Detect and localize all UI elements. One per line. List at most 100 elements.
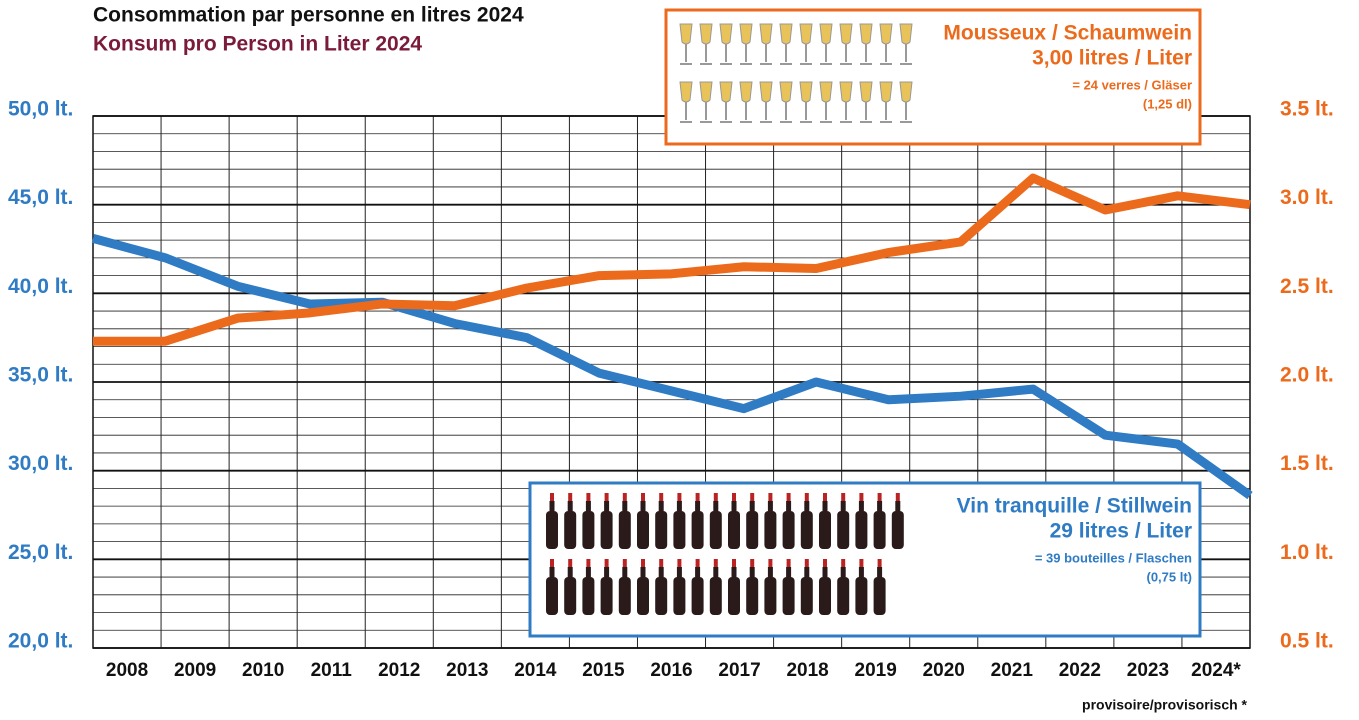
glass-stem [780,44,792,65]
glass-stem [820,44,832,65]
bottle-cap [732,493,736,501]
glass-icon [679,23,693,45]
bottle-neck [640,567,646,577]
bottle-cap [859,493,864,501]
bottle-neck [658,501,664,511]
bottle-cap [677,493,682,501]
glass-icon [779,23,793,45]
bottle-neck [658,567,664,577]
bottle-neck [858,501,864,511]
bottle-body [782,577,795,615]
bottle-body [764,577,777,615]
bottle-cap [659,493,664,501]
y-tick-label: 40,0 lt. [8,275,73,298]
x-tick-label: 2019 [855,660,897,681]
bottle-neck [567,501,573,511]
bottle-neck [549,567,555,577]
bottle-body [837,511,850,549]
glass-stem [700,44,712,65]
glass-icon [839,81,853,103]
bottle-body [673,511,686,549]
y2-tick-label: 2.0 lt. [1280,364,1334,387]
bottle-body [873,577,886,615]
info-box-unit: (0,75 lt) [1146,569,1192,584]
glass-icon [699,23,713,45]
x-tick-label: 2009 [174,660,216,681]
x-tick-label: 2011 [311,660,353,681]
bottle-body [637,577,649,615]
bottle-body [691,511,704,549]
bottle-neck [804,501,810,511]
bottle-body [800,577,813,615]
glass-stem [720,102,732,123]
bottle-neck [695,567,701,577]
glass-icon [799,23,813,45]
bottle-cap [622,493,627,501]
glass-stem [900,44,912,65]
bottle-body [819,511,831,549]
bottle-body [691,577,704,615]
bottle-neck [786,501,792,511]
bottle-cap [586,559,591,567]
bottle-body [800,511,813,549]
bottle-neck [786,567,792,577]
glass-icon [859,81,873,103]
bottle-body [655,511,668,549]
bottle-body [618,511,631,549]
y2-tick-label: 0.5 lt. [1280,630,1334,653]
bottle-cap [677,559,682,567]
x-tick-label: 2018 [786,660,828,681]
bottle-neck [877,501,883,511]
y-tick-label: 35,0 lt. [8,364,73,387]
bottle-body [855,577,868,615]
glass-stem [800,44,812,65]
info-box-unit: (1,25 dl) [1143,96,1192,111]
x-tick-label: 2020 [923,660,965,681]
glass-icon [759,81,773,103]
bottle-body [728,577,740,615]
bottle-cap [713,493,718,501]
glass-stem [840,44,852,65]
y2-tick-label: 1.5 lt. [1280,452,1334,475]
bottle-neck [676,501,682,511]
bottle-body [637,511,649,549]
bottle-cap [768,493,773,501]
bottle-body [600,577,613,615]
bottle-cap [859,559,864,567]
x-tick-label: 2021 [991,660,1034,681]
bottle-body [618,577,631,615]
info-box-equiv: = 39 bouteilles / Flaschen [1035,550,1192,565]
bottle-body [582,511,595,549]
bottle-cap [550,493,554,501]
y2-tick-label: 1.0 lt. [1280,541,1334,564]
glass-stem [700,102,712,123]
bottle-body [600,511,613,549]
bottle-neck [822,501,828,511]
bottle-neck [604,567,610,577]
info-box-title: Mousseux / Schaumwein [943,22,1192,45]
x-tick-label: 2023 [1127,660,1169,681]
glass-icon [879,81,893,103]
bottle-neck [622,567,628,577]
glass-icon [839,23,853,45]
glass-icon [719,81,733,103]
bottle-cap [895,493,900,501]
x-tick-label: 2013 [446,660,488,681]
bottle-body [746,577,759,615]
glass-icon [739,81,753,103]
glass-stem [800,102,812,123]
info-box-title: Vin tranquille / Stillwein [957,495,1192,518]
bottle-body [673,577,686,615]
y-tick-label: 20,0 lt. [8,630,73,653]
glass-stem [880,44,892,65]
x-tick-label: 2017 [718,660,760,681]
bottle-neck [840,567,846,577]
glass-icon [859,23,873,45]
bottle-body [746,511,759,549]
bottle-neck [604,501,610,511]
y-tick-label: 45,0 lt. [8,186,73,209]
x-tick-label: 2016 [650,660,692,681]
bottle-cap [804,493,809,501]
bottle-neck [622,501,628,511]
x-tick-label: 2015 [582,660,625,681]
